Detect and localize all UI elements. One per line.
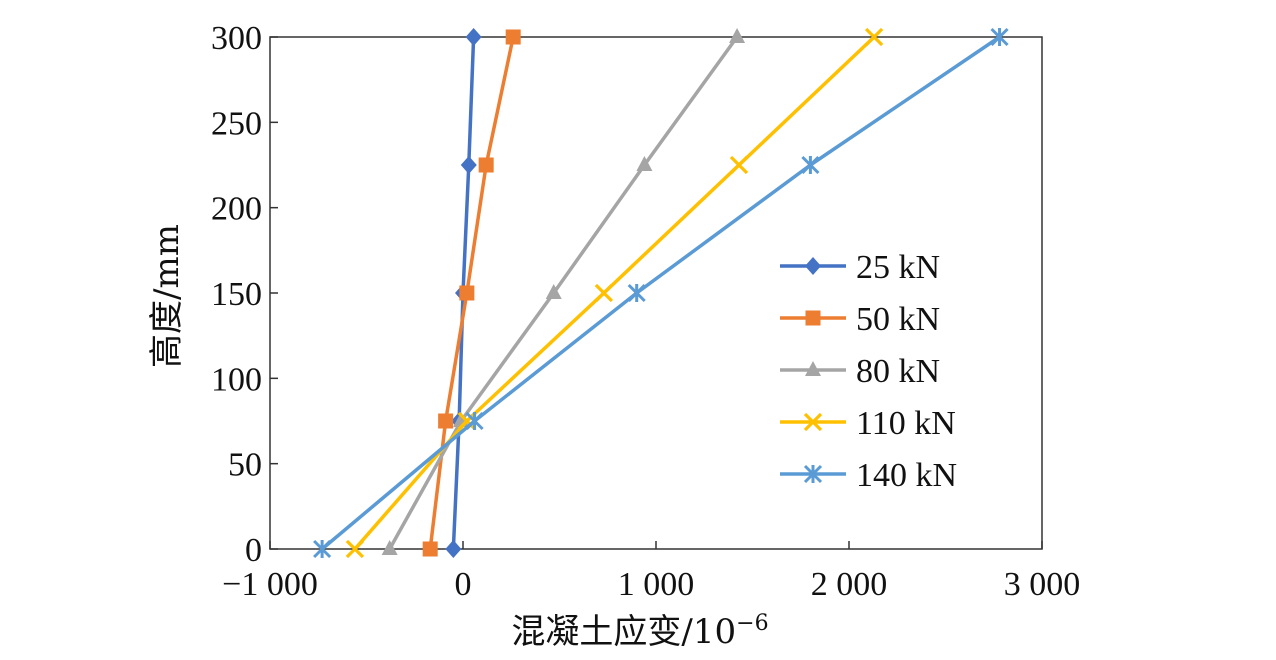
- data-point-marker: [505, 29, 521, 45]
- legend-item: 110 kN: [780, 405, 956, 442]
- legend-label: 80 kN: [856, 353, 940, 390]
- legend-item: 50 kN: [780, 301, 940, 338]
- data-point-marker: [313, 539, 332, 559]
- data-point-marker: [459, 285, 475, 301]
- data-point-marker: [422, 541, 438, 557]
- data-point-marker: [545, 284, 562, 299]
- data-point-marker: [803, 464, 823, 484]
- data-point-marker: [445, 540, 462, 558]
- data-point-marker: [460, 156, 477, 174]
- y-tick-label: 250: [211, 105, 262, 142]
- legend-label: 50 kN: [856, 301, 940, 338]
- y-tick-label: 200: [211, 191, 262, 228]
- x-tick-label: 2 000: [811, 566, 888, 603]
- y-tick-label: 150: [211, 276, 262, 313]
- series-50-kN: [422, 29, 521, 557]
- legend-label: 25 kN: [856, 249, 940, 286]
- data-point-marker: [729, 28, 746, 43]
- data-point-marker: [803, 412, 823, 432]
- data-point-marker: [729, 155, 749, 175]
- series-80-kN: [381, 28, 746, 555]
- data-point-marker: [805, 361, 821, 376]
- x-tick-label: −1 000: [222, 566, 318, 603]
- data-point-marker: [594, 283, 614, 303]
- data-point-marker: [345, 539, 365, 559]
- y-tick-label: 300: [211, 20, 262, 57]
- data-point-marker: [478, 157, 494, 173]
- x-tick-label: 0: [455, 566, 472, 603]
- series-line: [388, 35, 739, 550]
- data-point-marker: [636, 156, 653, 171]
- legend-item: 140 kN: [780, 457, 957, 494]
- y-tick-label: 100: [211, 361, 262, 398]
- data-point-marker: [990, 27, 1009, 47]
- legend-label: 140 kN: [856, 457, 957, 494]
- x-tick-label: 1 000: [618, 566, 695, 603]
- x-axis-title-superscript: −6: [736, 611, 768, 636]
- legend-label: 110 kN: [856, 405, 956, 442]
- data-point-marker: [465, 411, 484, 431]
- x-axis-title: 混凝土应变/10−6: [511, 611, 768, 652]
- data-point-marker: [627, 283, 646, 303]
- y-tick-label: 50: [228, 447, 262, 484]
- series-layer: [313, 27, 1009, 559]
- data-point-marker: [801, 155, 820, 175]
- data-point-marker: [805, 310, 821, 326]
- series-110-kN: [345, 27, 884, 559]
- y-tick-label: 0: [245, 532, 262, 569]
- legend-item: 25 kN: [780, 249, 940, 286]
- data-point-marker: [438, 413, 454, 429]
- y-axis: 0 50 100 150 200 250 300: [211, 20, 278, 569]
- data-point-marker: [805, 257, 821, 275]
- data-point-marker: [864, 27, 884, 47]
- data-point-marker: [465, 28, 482, 46]
- series-140-kN: [313, 27, 1009, 559]
- y-axis-title: 高度/mm: [147, 224, 187, 368]
- x-axis: −1 000 0 1 000 2 000 3 000: [222, 541, 1080, 603]
- x-tick-label: 3 000: [1004, 566, 1081, 603]
- data-point-marker: [457, 411, 476, 431]
- data-point-marker: [381, 540, 398, 555]
- legend-item: 80 kN: [780, 353, 940, 390]
- legend: 25 kN 50 kN 80 kN 110 kN 140 kN: [780, 249, 957, 494]
